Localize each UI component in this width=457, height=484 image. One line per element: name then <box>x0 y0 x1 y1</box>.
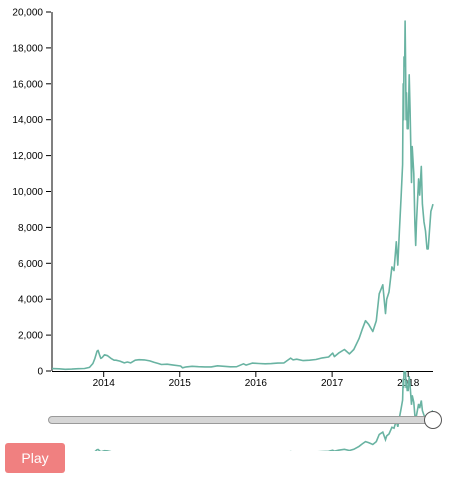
x-tick-label: 2016 <box>245 378 268 389</box>
x-tick-label: 2015 <box>169 378 192 389</box>
y-tick-label: 8,000 <box>18 223 43 234</box>
y-tick-label: 16,000 <box>12 79 43 90</box>
y-tick-label: 2,000 <box>18 331 43 342</box>
y-tick-label: 12,000 <box>12 151 43 162</box>
context-line <box>94 371 433 451</box>
y-tick-label: 10,000 <box>12 187 43 198</box>
y-tick-label: 0 <box>37 367 43 378</box>
y-tick-label: 14,000 <box>12 115 43 126</box>
play-button[interactable]: Play <box>5 443 65 473</box>
time-slider-track[interactable] <box>48 416 434 424</box>
y-tick-label: 20,000 <box>12 8 43 19</box>
x-tick-label: 2017 <box>321 378 344 389</box>
y-tick-label: 18,000 <box>12 43 43 54</box>
y-tick-label: 4,000 <box>18 295 43 306</box>
time-slider-thumb[interactable] <box>424 411 442 429</box>
price-line <box>51 20 434 371</box>
x-tick-label: 2014 <box>93 378 116 389</box>
y-tick-label: 6,000 <box>18 259 43 270</box>
